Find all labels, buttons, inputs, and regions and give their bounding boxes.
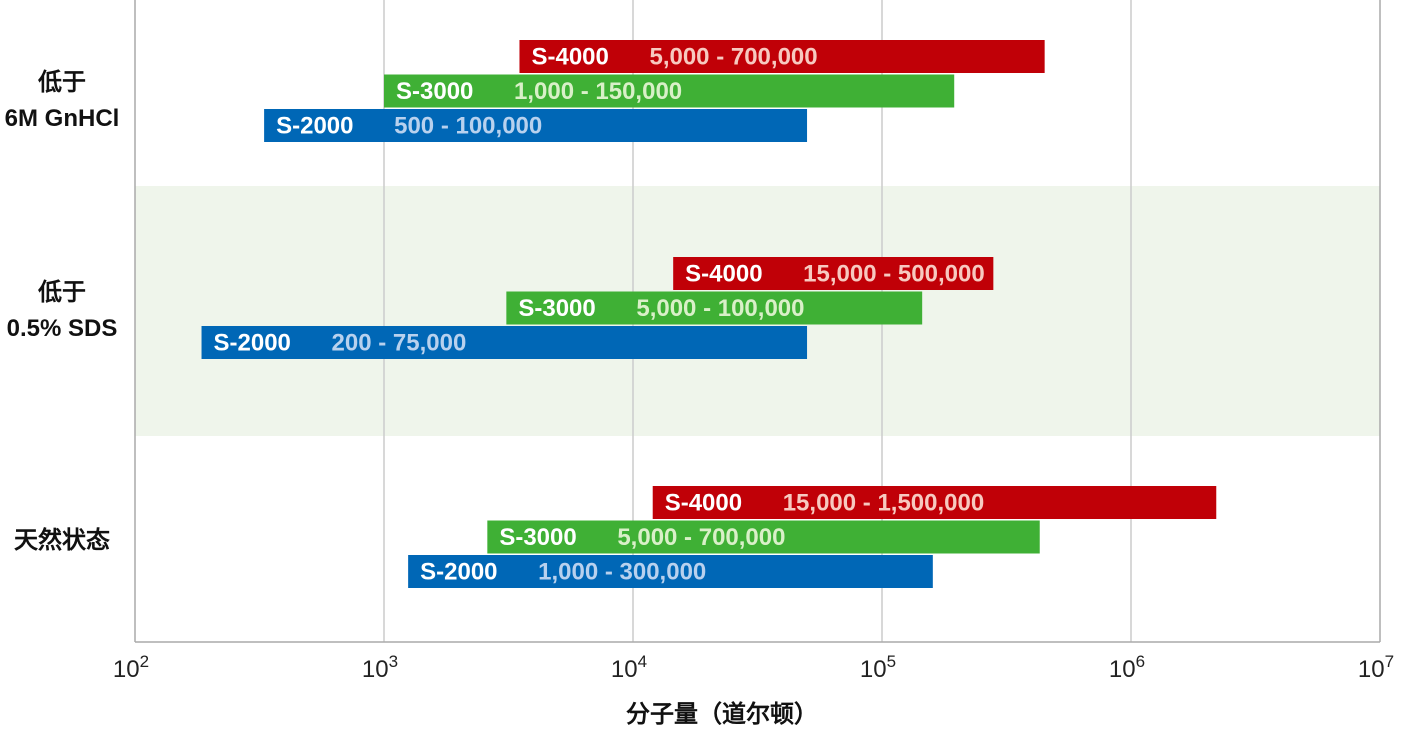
bar-name-label: S-3000 [396, 78, 473, 105]
row-label: 低于 [37, 69, 86, 96]
x-tick-labels: 102 103 104 105 106 107 [113, 652, 1394, 683]
axis-frame [134, 0, 1381, 643]
range-bar-s-2000 [264, 109, 808, 142]
row-label: 6M GnHCl [5, 105, 120, 132]
bar-range-label: 15,000 - 1,500,000 [783, 490, 985, 517]
bar-name-label: S-2000 [214, 330, 291, 357]
row-label: 0.5% SDS [7, 315, 118, 342]
range-bar-s-2000 [201, 326, 808, 359]
range-bar-s-3000 [506, 291, 923, 325]
x-tick-label: 105 [860, 652, 896, 683]
bar-name-label: S-4000 [685, 261, 762, 288]
row-labels: 低于 6M GnHCl 低于 0.5% SDS 天然状态 [5, 69, 120, 554]
bar-name-label: S-4000 [665, 490, 742, 517]
x-axis-title: 分子量（道尔顿） [626, 700, 818, 728]
row-label: 低于 [37, 279, 86, 306]
range-bar-s-3000 [384, 74, 955, 108]
bar-range-label: 1,000 - 150,000 [514, 78, 682, 105]
x-tick-label: 104 [611, 652, 647, 683]
range-bar-s-4000 [519, 40, 1045, 73]
bar-range-label: 15,000 - 500,000 [803, 261, 985, 288]
bar-name-label: S-2000 [276, 113, 353, 140]
x-tick-label: 107 [1358, 652, 1394, 683]
range-bars: S-4000 5,000 - 700,000 S-3000 1,000 - 150,0… [201, 40, 1217, 588]
bar-range-label: 1,000 - 300,000 [538, 559, 706, 586]
bar-name-label: S-3000 [518, 295, 595, 322]
bar-name-label: S-2000 [420, 559, 497, 586]
x-tick-label: 103 [362, 652, 398, 683]
bar-range-label: 200 - 75,000 [332, 330, 467, 357]
bar-name-label: S-3000 [499, 524, 576, 551]
bar-range-label: 5,000 - 700,000 [649, 44, 817, 71]
range-bar-s-4000 [673, 257, 994, 290]
x-tick-label: 102 [113, 652, 149, 683]
bar-range-label: 5,000 - 100,000 [636, 295, 804, 322]
range-bar-s-4000 [652, 486, 1217, 519]
bar-range-label: 500 - 100,000 [394, 113, 542, 140]
x-tick-label: 106 [1109, 652, 1145, 683]
bar-range-label: 5,000 - 700,000 [617, 524, 785, 551]
range-bar-s-2000 [408, 555, 933, 588]
row-label: 天然状态 [14, 526, 110, 554]
bar-name-label: S-4000 [531, 44, 608, 71]
range-bar-s-3000 [487, 520, 1040, 554]
